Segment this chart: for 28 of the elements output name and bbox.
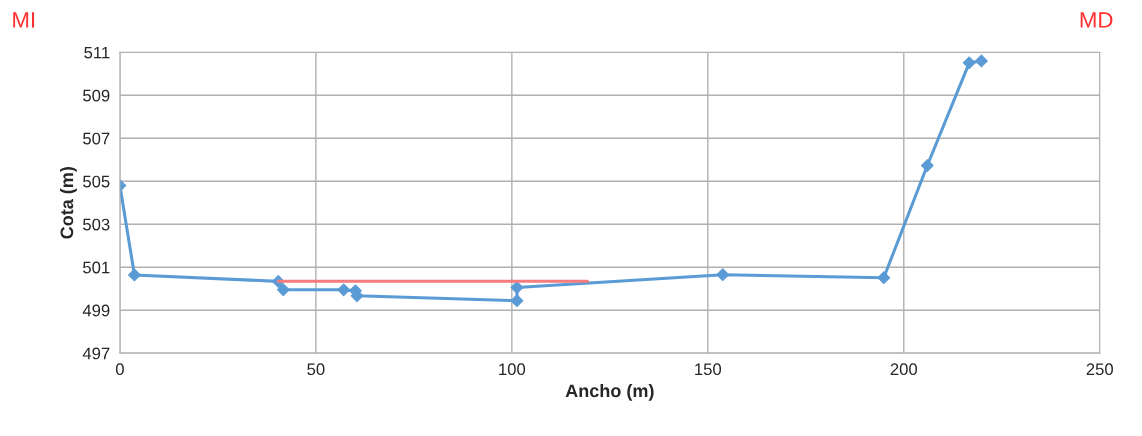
x-tick-label: 250 xyxy=(1086,363,1113,376)
point xyxy=(276,283,290,297)
x-tick-label: 200 xyxy=(890,363,918,376)
x-axis-title: Ancho (m) xyxy=(565,383,654,401)
x-tick-label: 100 xyxy=(499,363,526,376)
y-tick-label: 503 xyxy=(83,218,110,231)
point xyxy=(510,294,524,308)
point xyxy=(877,271,891,285)
point xyxy=(128,268,141,282)
y-tick-label: 509 xyxy=(83,89,110,102)
point xyxy=(974,54,988,68)
point xyxy=(920,159,934,172)
text: MD xyxy=(1080,12,1113,28)
y-tick-label: 499 xyxy=(82,304,110,317)
y-tick-label: 505 xyxy=(83,175,110,188)
y-tick-label: 497 xyxy=(82,347,110,360)
text: MI xyxy=(13,12,35,28)
y-tick-label: 507 xyxy=(83,132,110,145)
y-axis-title: Cota (m) xyxy=(60,167,77,239)
y-tick-label: 511 xyxy=(84,46,110,59)
point xyxy=(716,268,730,282)
point xyxy=(962,56,976,70)
point xyxy=(510,280,524,294)
point xyxy=(337,283,351,297)
x-tick-label: 150 xyxy=(695,363,722,376)
y-tick-label: 501 xyxy=(83,261,110,274)
x-tick-label: 50 xyxy=(307,363,325,376)
x-tick-label: 0 xyxy=(115,363,124,376)
